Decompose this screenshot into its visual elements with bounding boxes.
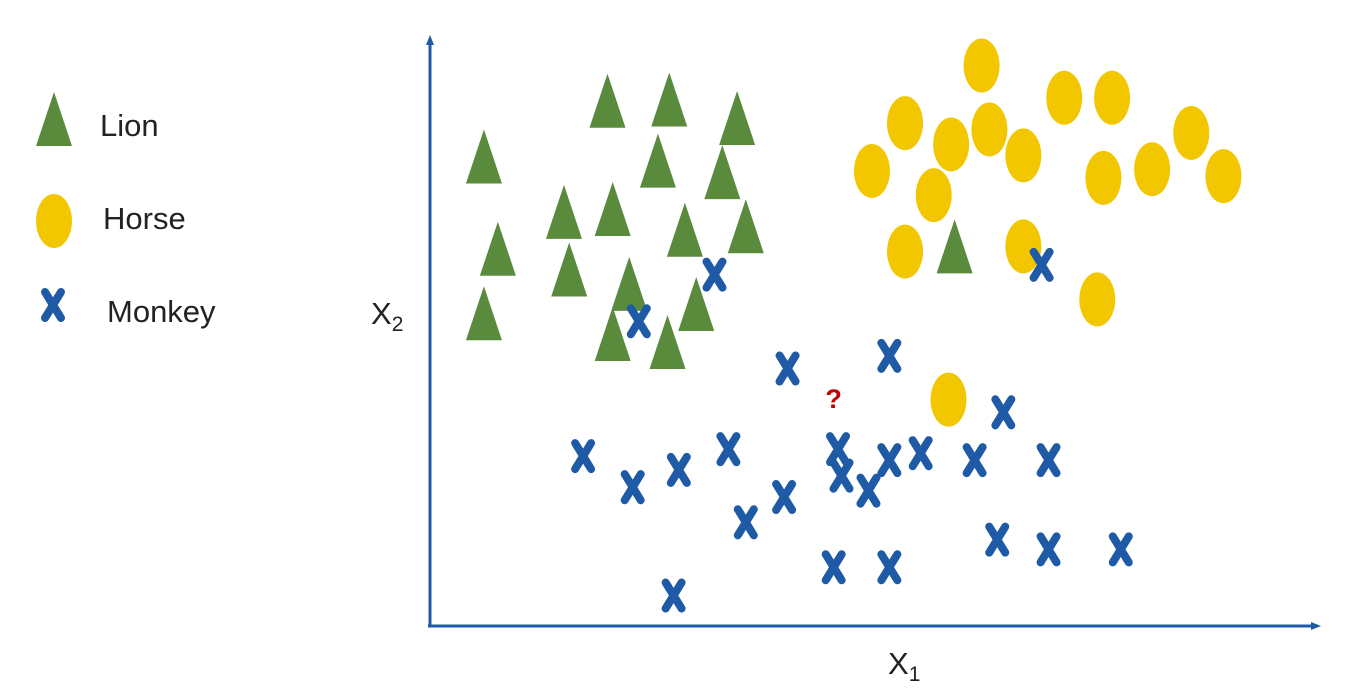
point-lion <box>551 242 588 297</box>
legend-monkey-cross-icon <box>41 288 65 322</box>
point-horse <box>1205 149 1242 204</box>
legend-label-horse: Horse <box>103 201 186 236</box>
point-lion <box>465 129 502 184</box>
legend-label-lion: Lion <box>100 108 159 143</box>
x-axis-label: X1 <box>888 646 920 686</box>
point-horse <box>1085 150 1122 205</box>
legend-lion-triangle-icon <box>36 92 72 146</box>
legend-horse-ellipse-icon <box>36 194 72 248</box>
series-monkey <box>571 247 1133 613</box>
point-lion <box>727 199 764 254</box>
point-monkey <box>661 578 686 613</box>
point-horse <box>1079 272 1116 327</box>
legend-label-monkey: Monkey <box>107 294 216 329</box>
point-monkey <box>908 436 933 471</box>
point-lion <box>651 72 688 127</box>
point-monkey <box>985 522 1010 557</box>
point-lion <box>479 221 516 276</box>
point-monkey <box>821 550 846 585</box>
point-monkey <box>772 479 797 514</box>
point-lion <box>639 133 676 188</box>
point-monkey <box>877 550 902 585</box>
point-horse <box>930 372 967 427</box>
point-horse <box>971 102 1008 157</box>
point-monkey <box>1108 532 1133 567</box>
x-axis-label-base: X <box>888 646 909 681</box>
legend: Lion Horse Monkey <box>36 92 216 329</box>
point-horse <box>1134 142 1171 197</box>
y-axis-label-base: X <box>371 296 392 331</box>
point-lion <box>719 90 756 145</box>
legend-item-monkey: Monkey <box>41 288 216 329</box>
point-horse <box>1173 105 1210 160</box>
point-horse <box>963 38 1000 93</box>
point-lion <box>611 256 648 311</box>
point-lion <box>704 145 741 200</box>
point-monkey <box>716 432 741 467</box>
point-monkey <box>829 458 854 493</box>
point-horse <box>915 168 952 223</box>
point-monkey <box>571 439 596 474</box>
point-horse <box>1094 70 1131 125</box>
point-monkey <box>733 505 758 540</box>
point-monkey <box>991 395 1016 430</box>
point-monkey <box>666 452 691 487</box>
series-lion <box>465 72 973 370</box>
point-monkey <box>826 432 851 467</box>
legend-item-lion: Lion <box>36 92 159 146</box>
point-lion <box>594 306 631 361</box>
legend-item-horse: Horse <box>36 194 186 248</box>
point-horse <box>887 96 924 151</box>
query-point-label: ? <box>825 384 842 414</box>
point-lion <box>589 73 626 128</box>
data-points <box>465 38 1242 613</box>
y-axis-label: X2 <box>371 296 403 336</box>
point-monkey <box>1036 532 1061 567</box>
point-monkey <box>877 443 902 478</box>
point-horse <box>853 143 890 198</box>
axes: X2 X1 <box>371 35 1321 686</box>
point-monkey <box>1036 443 1061 478</box>
point-monkey <box>702 257 727 292</box>
point-monkey <box>856 473 881 508</box>
point-monkey <box>877 338 902 373</box>
x-axis-label-subscript: 1 <box>909 663 921 686</box>
point-horse <box>1046 70 1083 125</box>
point-monkey <box>620 470 645 505</box>
point-monkey <box>1029 247 1054 282</box>
point-monkey <box>962 443 987 478</box>
point-horse <box>933 117 970 172</box>
point-lion <box>678 277 715 332</box>
point-lion <box>666 202 703 257</box>
point-monkey <box>775 351 800 386</box>
point-lion <box>545 184 582 239</box>
y-axis-label-subscript: 2 <box>392 313 404 336</box>
point-horse <box>1005 128 1042 183</box>
point-lion <box>594 181 631 236</box>
point-horse <box>887 224 924 279</box>
point-lion <box>649 315 686 370</box>
point-horse <box>1005 219 1042 274</box>
point-monkey <box>626 304 651 339</box>
series-horse <box>853 38 1242 427</box>
point-lion <box>465 286 502 341</box>
point-lion <box>936 219 973 274</box>
